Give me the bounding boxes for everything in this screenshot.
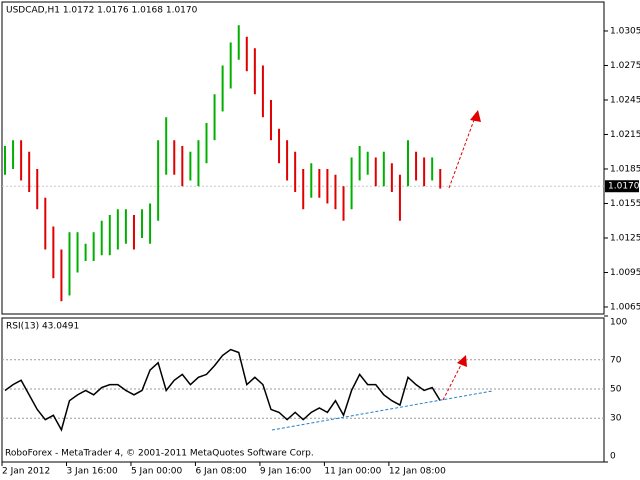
y-tick-label: 1.0305 bbox=[610, 26, 640, 36]
annotations bbox=[271, 110, 493, 431]
y-tick-label: 1.0185 bbox=[610, 164, 640, 174]
price-title: USDCAD,H1 1.0172 1.0176 1.0168 1.0170 bbox=[6, 6, 198, 16]
footer: RoboForex - MetaTrader 4, © 2001-2011 Me… bbox=[5, 449, 314, 459]
rsi-panel bbox=[1, 317, 605, 463]
y-tick-label: 1.0065 bbox=[610, 302, 640, 312]
y-tick-label: 1.0125 bbox=[610, 233, 640, 243]
y-tick-label: 70 bbox=[610, 355, 622, 365]
forecast-arrow bbox=[448, 119, 475, 189]
y-tick-label: 1.0095 bbox=[610, 268, 640, 278]
y-tick-label: 100 bbox=[610, 318, 627, 328]
rsi-arrow bbox=[442, 362, 463, 401]
y-tick-label: 1.0245 bbox=[610, 95, 640, 105]
x-tick-label: 3 Jan 16:00 bbox=[66, 467, 118, 477]
x-tick-label: 6 Jan 08:00 bbox=[195, 467, 247, 477]
y-tick-label: 1.0275 bbox=[610, 61, 640, 71]
y-tick-label: 50 bbox=[610, 385, 622, 395]
arrow-head bbox=[470, 110, 481, 122]
last-price-label: 1.0170 bbox=[608, 182, 640, 192]
x-tick-label: 12 Jan 08:00 bbox=[389, 467, 446, 477]
y-tick-label: 0 bbox=[610, 452, 616, 462]
arrow-head bbox=[457, 355, 467, 367]
y-tick-label: 1.0155 bbox=[610, 199, 640, 209]
x-tick-label: 2 Jan 2012 bbox=[2, 467, 50, 477]
rsi-line bbox=[4, 348, 441, 432]
x-tick-label: 5 Jan 00:00 bbox=[131, 467, 183, 477]
y-tick-label: 30 bbox=[610, 414, 622, 424]
x-tick-label: 11 Jan 00:00 bbox=[324, 467, 381, 477]
price-panel bbox=[1, 1, 605, 315]
x-tick-label: 9 Jan 16:00 bbox=[260, 467, 312, 477]
trend-line bbox=[271, 390, 493, 431]
last-price-box bbox=[605, 180, 639, 193]
rsi-title: RSI(13) 43.0491 bbox=[6, 322, 79, 332]
y-tick-label: 1.0215 bbox=[610, 130, 640, 140]
